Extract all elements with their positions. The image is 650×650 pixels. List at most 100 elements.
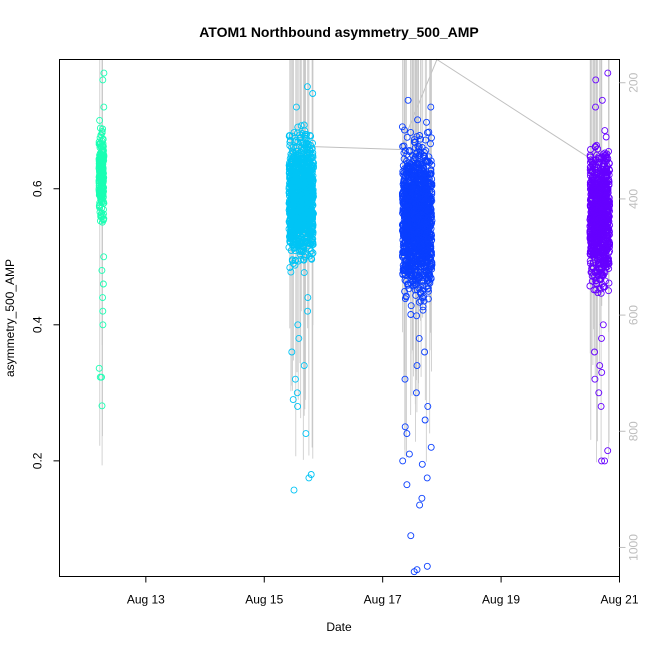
data-point — [427, 255, 435, 263]
data-point — [424, 277, 432, 285]
data-point — [296, 134, 304, 142]
data-point — [298, 185, 306, 193]
data-point — [602, 246, 610, 254]
data-point — [406, 234, 413, 242]
y2-tick-label: 200 — [627, 72, 641, 92]
data-point — [416, 200, 424, 207]
data-point — [415, 143, 423, 151]
data-point — [601, 457, 609, 465]
data-point — [411, 219, 419, 227]
data-point — [303, 232, 311, 240]
data-point — [416, 132, 424, 139]
data-point — [100, 103, 108, 111]
y-axis-label: asymmetry_500_AMP — [3, 259, 17, 377]
data-point — [401, 423, 409, 431]
data-point — [298, 224, 305, 232]
data-point — [99, 179, 107, 187]
data-point — [424, 266, 432, 273]
data-point — [407, 186, 415, 194]
data-point — [605, 147, 613, 155]
data-point — [413, 271, 421, 279]
data-point — [288, 148, 296, 156]
data-point — [100, 69, 108, 77]
data-point — [298, 210, 306, 218]
data-point — [412, 272, 420, 280]
data-point — [599, 321, 607, 329]
data-point — [603, 255, 611, 263]
y-tick-label: 0.6 — [31, 180, 45, 197]
data-point — [428, 180, 436, 188]
data-point — [95, 188, 103, 196]
data-point — [407, 128, 415, 136]
data-point — [289, 160, 296, 168]
data-point — [403, 187, 411, 195]
x-axis: Aug 13 Aug 15 Aug 17 Aug 19 Aug 21 — [127, 576, 639, 607]
data-point — [309, 90, 317, 97]
data-point — [597, 289, 605, 297]
data-point — [309, 241, 317, 249]
data-point — [293, 237, 301, 245]
data-point — [291, 138, 299, 146]
data-point — [415, 173, 423, 181]
data-point — [591, 180, 599, 188]
data-point — [602, 154, 610, 162]
data-point — [98, 213, 106, 221]
data-point — [300, 362, 308, 370]
data-point — [417, 185, 425, 193]
data-point — [287, 211, 295, 219]
data-point — [414, 116, 422, 124]
data-point — [309, 249, 317, 257]
data-point — [422, 136, 429, 144]
data-point — [294, 138, 302, 146]
data-point — [307, 207, 315, 215]
data-point — [417, 244, 425, 252]
secondary-y-axis: 200 400 600 800 1000 — [619, 72, 641, 561]
data-point — [295, 334, 303, 342]
data-point — [100, 169, 107, 177]
data-point — [407, 532, 415, 540]
data-point — [294, 153, 301, 161]
data-point — [296, 199, 304, 207]
y-tick-label: 0.4 — [31, 316, 45, 333]
data-point — [398, 123, 406, 131]
data-point — [399, 270, 407, 278]
data-point — [591, 245, 599, 253]
data-point — [302, 430, 310, 438]
data-point — [420, 229, 428, 236]
data-point — [605, 279, 613, 287]
data-point — [416, 196, 424, 204]
data-point — [598, 259, 605, 267]
data-point — [308, 250, 316, 258]
data-point — [418, 494, 426, 502]
data-point — [420, 169, 428, 177]
data-point — [587, 231, 595, 239]
data-point — [96, 140, 104, 148]
data-point — [418, 160, 426, 168]
data-point — [99, 280, 107, 288]
data-point — [423, 129, 431, 137]
data-point — [301, 155, 309, 163]
data-point — [306, 206, 314, 214]
data-point — [96, 373, 104, 381]
data-point — [602, 208, 610, 216]
data-point — [306, 218, 314, 226]
data-point — [593, 198, 601, 205]
data-point — [598, 96, 606, 104]
data-point — [427, 205, 435, 213]
data-point — [399, 240, 407, 248]
data-point — [296, 131, 304, 139]
data-point — [306, 190, 314, 198]
data-point — [403, 430, 411, 438]
data-point — [604, 69, 612, 77]
data-point — [292, 144, 300, 152]
data-point — [598, 280, 606, 288]
data-point — [595, 184, 602, 192]
data-point — [294, 166, 302, 174]
data-point — [403, 133, 411, 141]
data-point — [423, 118, 430, 126]
data-point — [424, 158, 432, 166]
data-point — [423, 249, 431, 257]
data-point — [413, 268, 421, 276]
data-point — [595, 389, 603, 397]
data-point — [292, 103, 300, 111]
